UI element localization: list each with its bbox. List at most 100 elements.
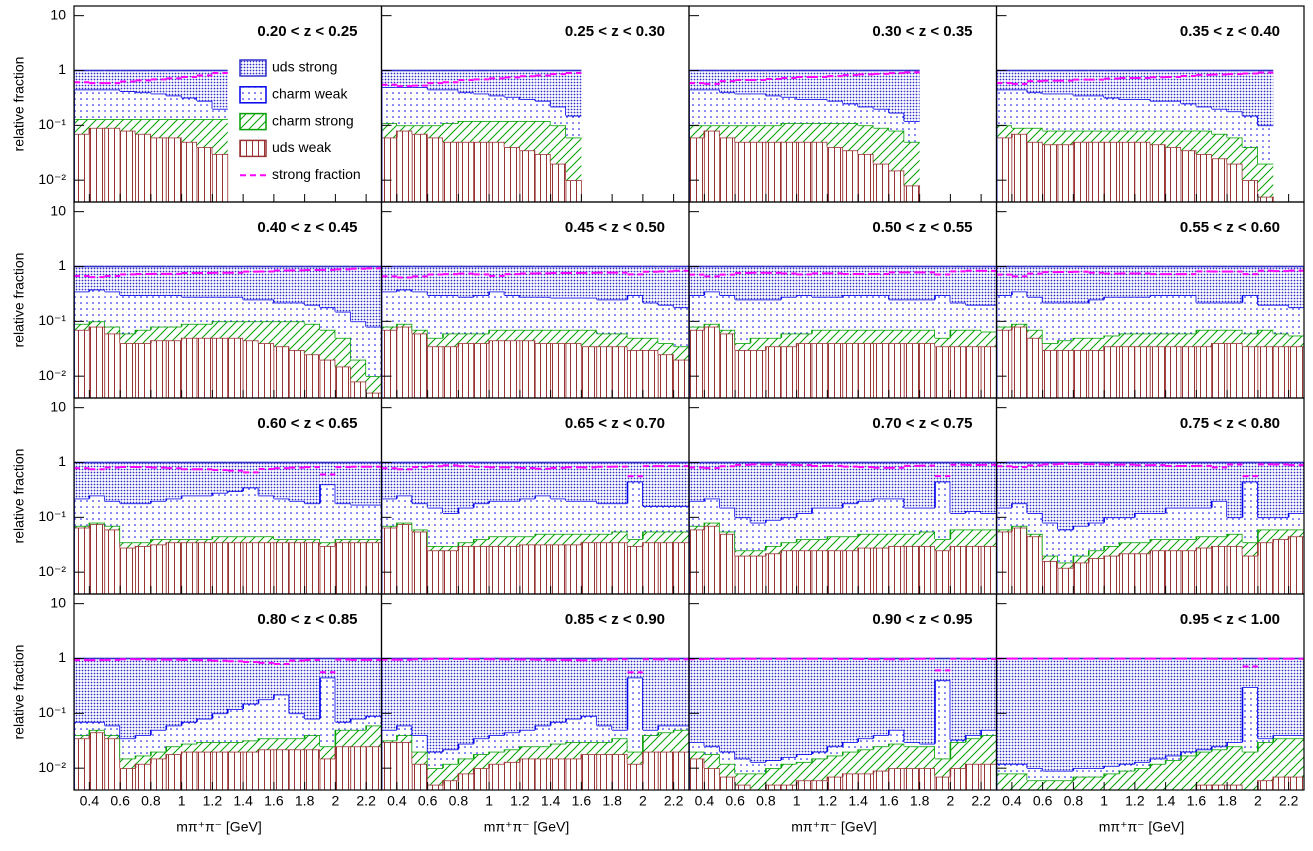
histogram-segment	[412, 529, 428, 532]
x-tick-label: 2.2	[1279, 793, 1299, 809]
histogram-segment	[381, 329, 398, 398]
histogram-segment	[1257, 779, 1274, 790]
histogram-segment	[1042, 780, 1058, 790]
histogram-segment	[473, 266, 490, 296]
histogram-segment	[535, 533, 551, 545]
histogram-segment	[150, 539, 167, 545]
histogram-segment	[150, 544, 167, 594]
histogram-segment	[550, 125, 566, 164]
histogram-segment	[1242, 266, 1258, 296]
histogram-segment	[935, 337, 951, 347]
histogram-segment	[335, 462, 351, 504]
histogram-segment	[827, 507, 843, 537]
histogram-segment	[1257, 125, 1274, 164]
histogram-segment	[1226, 545, 1243, 594]
histogram-segment	[596, 333, 613, 347]
histogram-segment	[273, 748, 290, 790]
histogram-segment	[473, 738, 490, 755]
histogram-segment	[1134, 462, 1151, 513]
histogram-segment	[135, 119, 151, 134]
histogram-segment	[1119, 658, 1135, 764]
histogram-segment	[1211, 746, 1228, 750]
histogram-segment	[1150, 266, 1166, 296]
histogram-segment	[504, 120, 520, 148]
x-axis-label: mπ⁺π⁻ [GeV]	[484, 819, 569, 835]
histogram-segment	[443, 763, 459, 781]
histogram-segment	[888, 342, 905, 398]
histogram-segment	[289, 462, 305, 501]
histogram-segment	[596, 503, 613, 534]
histogram-segment	[535, 725, 551, 747]
histogram-segment	[74, 323, 90, 330]
panel	[996, 69, 1274, 202]
histogram-segment	[211, 153, 229, 202]
histogram-segment	[950, 266, 966, 303]
histogram-segment	[443, 512, 459, 547]
histogram-segment	[227, 321, 244, 338]
histogram-segment	[212, 492, 228, 537]
histogram-segment	[411, 133, 429, 202]
histogram-segment	[857, 153, 874, 202]
histogram-segment	[581, 266, 597, 298]
histogram-segment	[596, 753, 613, 790]
histogram-segment	[611, 541, 628, 594]
histogram-segment	[1088, 658, 1105, 769]
histogram-segment	[227, 658, 244, 709]
histogram-segment	[704, 323, 720, 327]
histogram-segment	[1104, 773, 1120, 790]
histogram-segment	[1058, 462, 1074, 530]
histogram-segment	[165, 753, 183, 790]
histogram-segment	[135, 503, 151, 543]
histogram-segment	[243, 487, 259, 537]
histogram-segment	[381, 291, 397, 327]
y-tick-label: 10⁻²	[38, 171, 66, 187]
histogram-segment	[673, 266, 689, 308]
histogram-segment	[473, 754, 490, 769]
histogram-segment	[919, 658, 935, 744]
histogram-segment	[534, 153, 552, 202]
histogram-segment	[519, 149, 536, 202]
histogram-segment	[1073, 658, 1089, 769]
histogram-segment	[412, 462, 428, 504]
histogram-segment	[412, 735, 428, 752]
histogram-segment	[826, 549, 844, 594]
histogram-segment	[735, 462, 751, 518]
histogram-segment	[873, 295, 889, 330]
histogram-segment	[473, 462, 490, 504]
histogram-segment	[857, 773, 874, 790]
histogram-segment	[120, 658, 136, 739]
histogram-segment	[1104, 765, 1120, 774]
histogram-segment	[1273, 333, 1289, 347]
histogram-segment	[1134, 99, 1151, 131]
histogram-segment	[150, 500, 167, 540]
x-tick-label: 2.2	[356, 793, 376, 809]
histogram-segment	[612, 531, 628, 543]
histogram-segment	[1134, 333, 1151, 347]
histogram-segment	[781, 266, 797, 297]
histogram-segment	[935, 481, 951, 540]
histogram-segment	[74, 721, 90, 736]
histogram-segment	[258, 299, 274, 322]
histogram-segment	[104, 333, 121, 398]
histogram-segment	[1134, 70, 1151, 100]
histogram-segment	[396, 523, 413, 594]
histogram-segment	[489, 500, 505, 537]
histogram-segment	[796, 295, 812, 334]
histogram-segment	[535, 329, 551, 344]
histogram-segment	[1134, 141, 1151, 202]
histogram-segment	[1227, 329, 1243, 344]
histogram-segment	[642, 302, 659, 338]
histogram-segment	[858, 125, 874, 155]
histogram-segment	[104, 119, 121, 128]
histogram-segment	[289, 738, 305, 750]
histogram-segment	[1257, 541, 1274, 594]
histogram-segment	[427, 546, 443, 551]
histogram-segment	[1165, 755, 1181, 761]
histogram-segment	[519, 70, 536, 100]
histogram-segment	[550, 70, 566, 107]
histogram-segment	[550, 106, 566, 126]
histogram-segment	[1072, 562, 1090, 594]
histogram-segment	[1134, 552, 1151, 594]
x-tick-label: 1.2	[818, 793, 838, 809]
histogram-segment	[1257, 163, 1274, 197]
